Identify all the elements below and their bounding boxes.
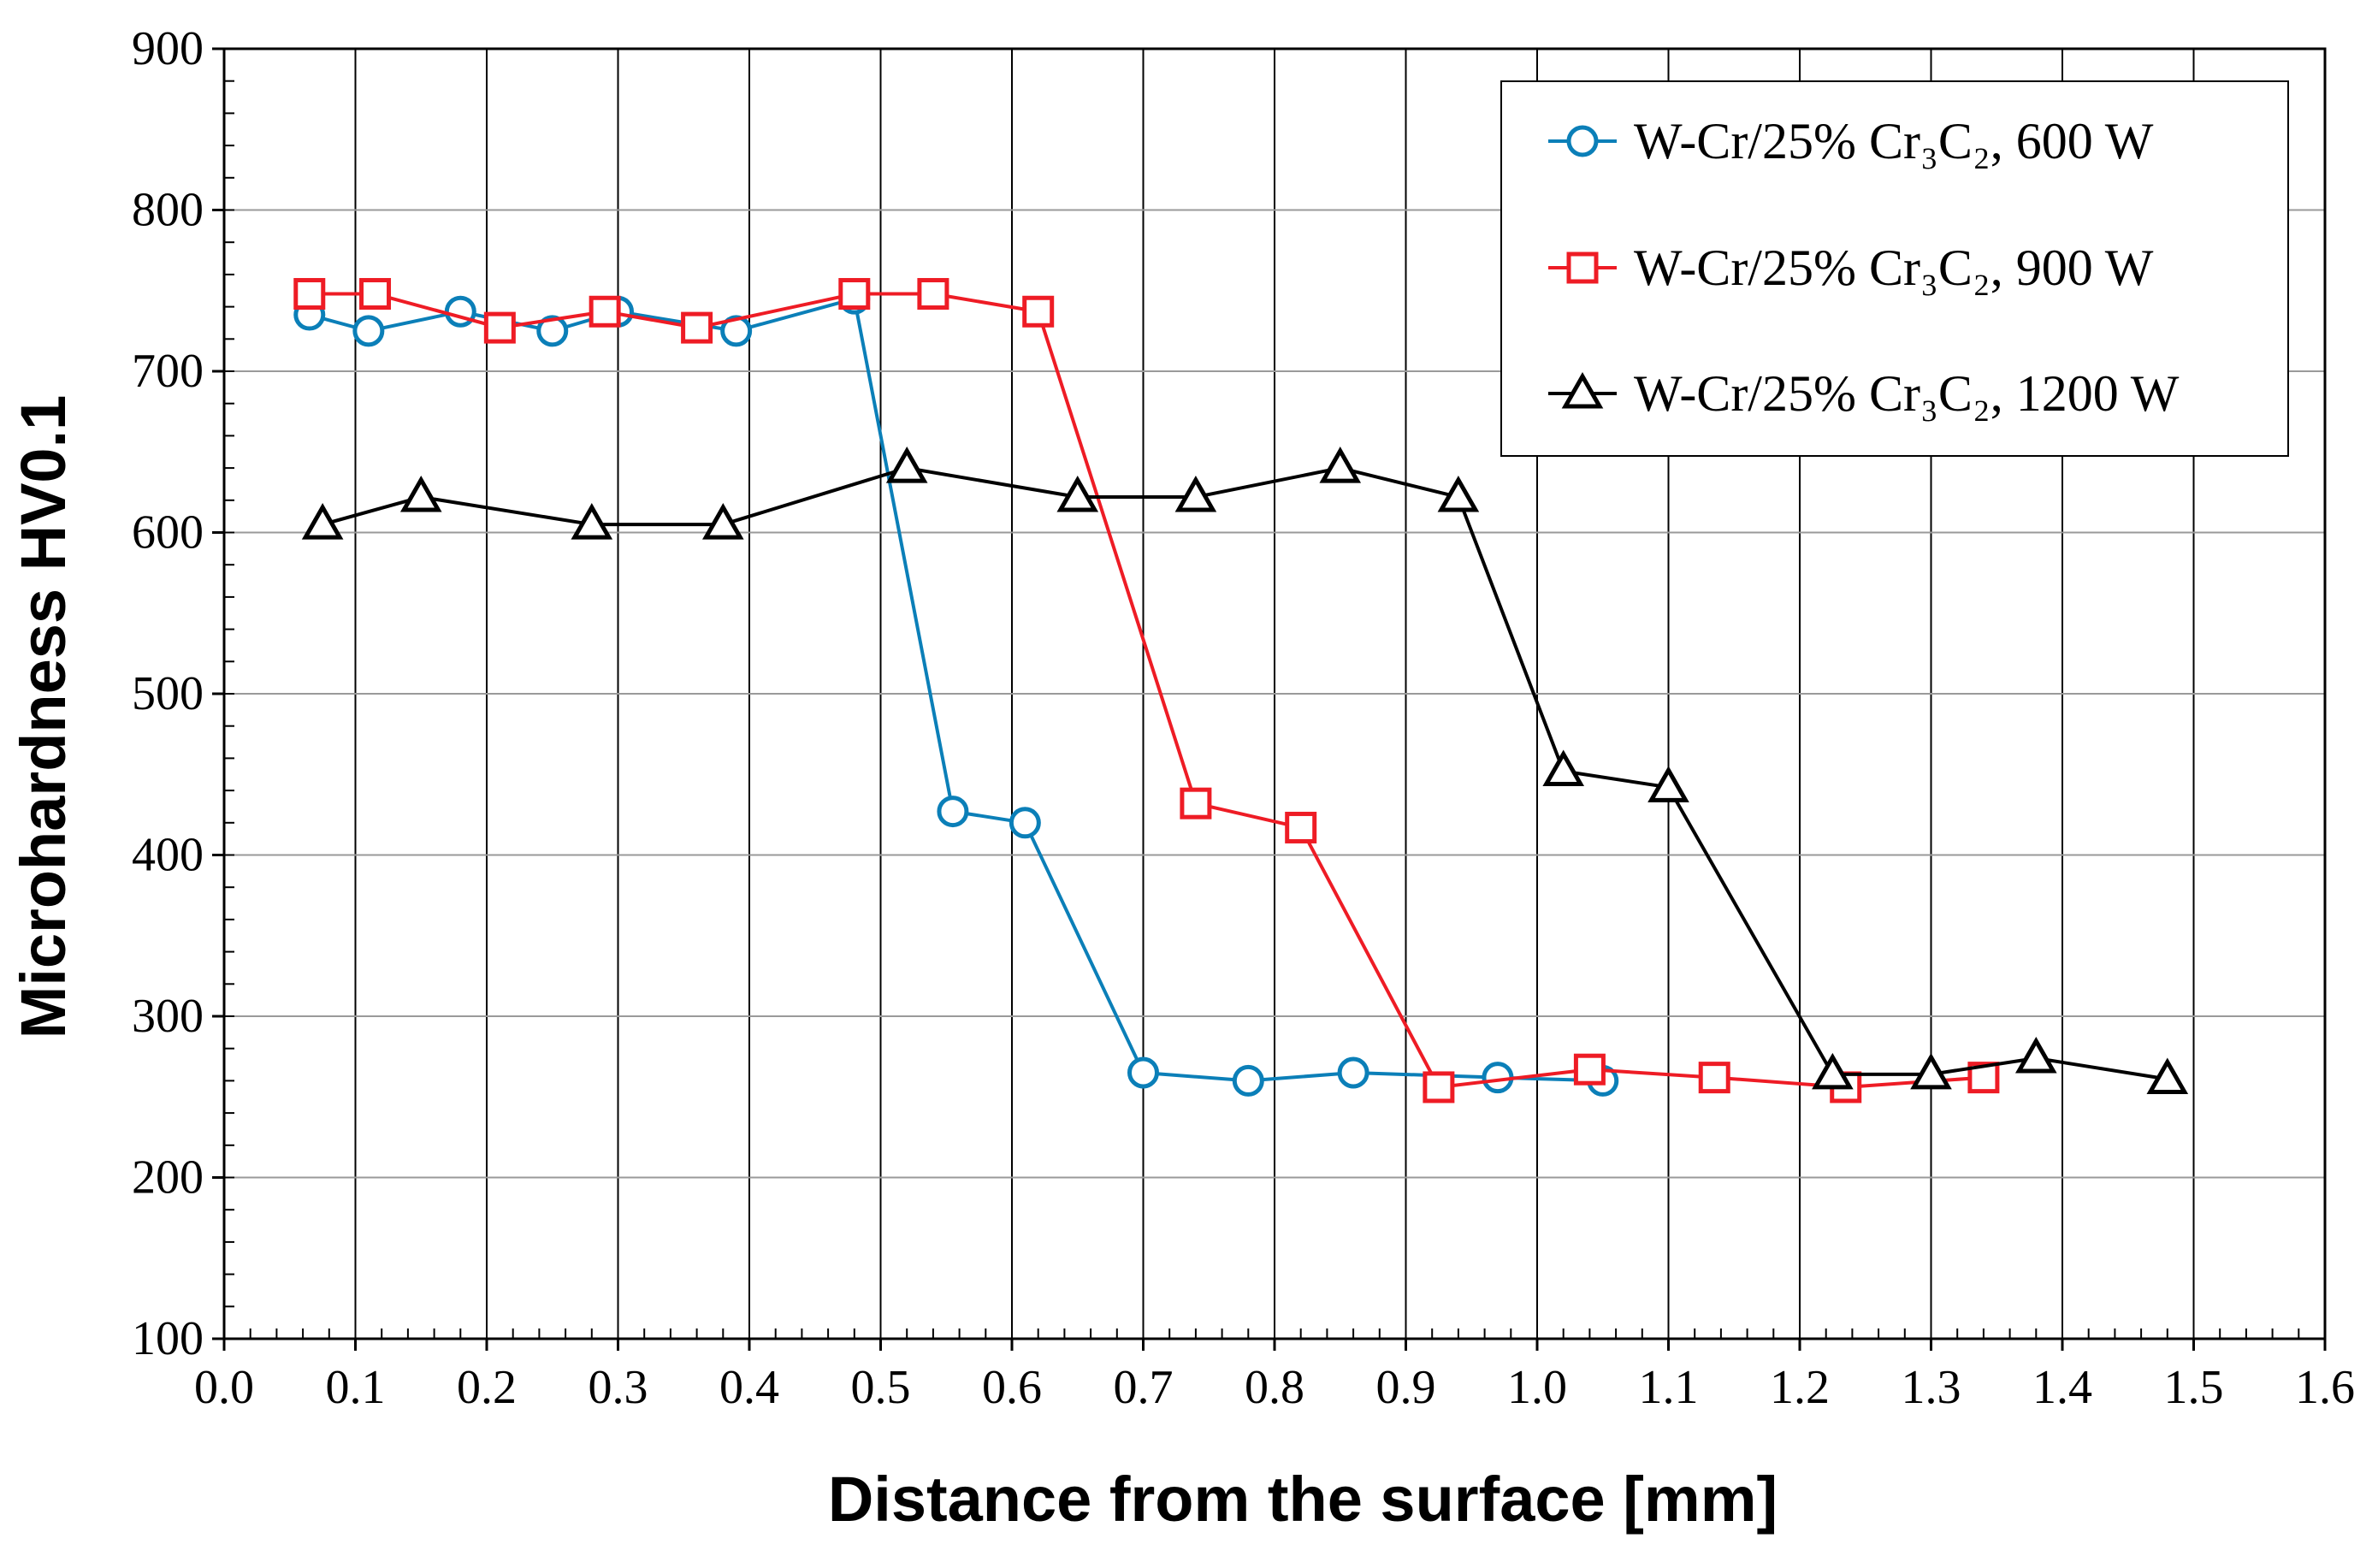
data-point <box>885 447 928 483</box>
series-triangle <box>301 447 2189 1095</box>
data-point <box>536 315 569 347</box>
y-tick-label: 500 <box>132 667 204 720</box>
y-tick-label: 700 <box>132 345 204 398</box>
data-point <box>589 295 621 328</box>
grid <box>224 49 2325 1339</box>
y-tick-label: 400 <box>132 829 204 882</box>
plot-area <box>293 278 2189 1104</box>
data-point <box>1056 475 1099 512</box>
x-tick-label: 0.2 <box>457 1361 517 1414</box>
data-point <box>1009 807 1041 839</box>
data-point <box>2146 1057 2189 1095</box>
data-point <box>720 315 753 347</box>
axes: 0.0 0.1 0.2 0.3 0.4 0.5 0.6 0.7 0.8 0.9 1.0 1.1 1.2 1… <box>132 22 2355 1414</box>
data-point <box>352 315 385 347</box>
x-tick-label: 1.1 <box>1639 1361 1699 1414</box>
legend-item: W-Cr/25% Cr₃C₂, 600 W <box>1548 113 2154 169</box>
data-point <box>293 278 326 311</box>
y-tick-label: 800 <box>132 184 204 237</box>
data-point <box>937 796 969 828</box>
x-tick-label: 0.3 <box>589 1361 648 1414</box>
data-point <box>1319 447 1362 483</box>
data-point <box>1647 766 1689 802</box>
x-tick-label: 0.5 <box>851 1361 911 1414</box>
x-tick-label: 0.4 <box>719 1361 779 1414</box>
x-tick-label: 0.7 <box>1114 1361 1174 1414</box>
x-tick-label: 0.1 <box>326 1361 386 1414</box>
data-point <box>1910 1052 1952 1090</box>
data-point <box>399 475 442 512</box>
data-point <box>838 278 871 311</box>
data-point <box>1174 475 1217 512</box>
legend-marker <box>1566 251 1599 284</box>
data-point <box>1423 1071 1455 1104</box>
legend-item: W-Cr/25% Cr₃C₂, 900 W <box>1548 240 2154 296</box>
data-point <box>1337 1056 1369 1089</box>
legend-marker <box>1561 371 1604 409</box>
data-point <box>917 278 949 311</box>
data-point <box>301 503 344 540</box>
plot-frame <box>222 47 2327 1340</box>
y-tick-label: 600 <box>132 506 204 559</box>
x-tick-label: 1.0 <box>1507 1361 1567 1414</box>
data-point <box>1437 475 1480 512</box>
data-point <box>1180 787 1212 820</box>
data-point <box>1573 1053 1606 1086</box>
data-point <box>1542 749 1585 786</box>
legend: W-Cr/25% Cr₃C₂, 600 W W-Cr/25% Cr₃C₂, 900… <box>1500 80 2289 457</box>
x-tick-label: 0.8 <box>1245 1361 1304 1414</box>
data-point <box>2014 1036 2057 1074</box>
data-point <box>1698 1062 1730 1094</box>
data-point <box>571 503 613 540</box>
y-tick-label: 300 <box>132 990 204 1043</box>
legend-label: W-Cr/25% Cr₃C₂, 600 W <box>1634 113 2154 169</box>
data-point <box>1127 1056 1159 1089</box>
x-tick-label: 0.0 <box>194 1361 254 1414</box>
data-point <box>1232 1064 1264 1097</box>
data-point <box>483 311 516 344</box>
x-tick-label: 1.3 <box>1902 1361 1961 1414</box>
y-tick-label: 200 <box>132 1151 204 1204</box>
x-tick-label: 0.9 <box>1376 1361 1436 1414</box>
x-tick-label: 1.4 <box>2032 1361 2092 1414</box>
legend-label: W-Cr/25% Cr₃C₂, 900 W <box>1634 240 2154 296</box>
x-tick-label: 0.6 <box>982 1361 1042 1414</box>
data-point <box>681 311 713 344</box>
data-point <box>1812 1052 1854 1090</box>
legend-label: W-Cr/25% Cr₃C₂, 1200 W <box>1634 365 2180 422</box>
x-axis-title: Distance from the surface [mm] <box>828 1464 1778 1535</box>
data-point <box>1285 811 1317 843</box>
data-point <box>1022 295 1055 328</box>
x-tick-label: 1.2 <box>1770 1361 1830 1414</box>
data-point <box>701 503 744 540</box>
data-point <box>359 278 392 311</box>
y-tick-label: 100 <box>132 1312 204 1365</box>
legend-marker <box>1566 125 1599 157</box>
x-tick-label: 1.6 <box>2295 1361 2355 1414</box>
y-tick-label: 900 <box>132 22 204 75</box>
x-tick-label: 1.5 <box>2164 1361 2224 1414</box>
legend-box <box>1500 80 2289 457</box>
y-axis-title: Microhardness HV0.1 <box>8 395 79 1039</box>
legend-item: W-Cr/25% Cr₃C₂, 1200 W <box>1548 365 2180 422</box>
